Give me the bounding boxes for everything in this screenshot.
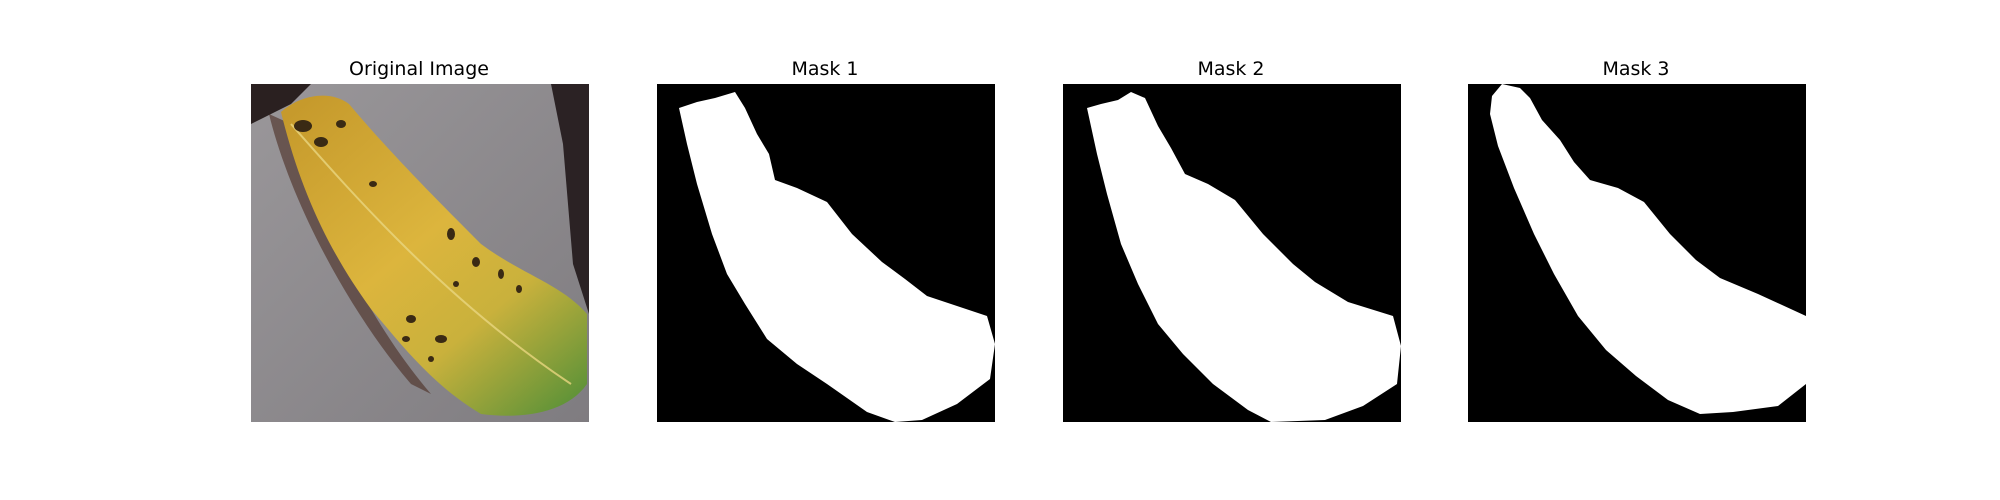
mask-3-panel [1468,84,1806,422]
mask-3-title: Mask 3 [1602,58,1670,80]
mask-1-region [679,92,995,422]
leaf-shape [281,95,587,416]
mask-2-image [1063,84,1401,422]
mask-1-title: Mask 1 [791,58,859,80]
leaf-photo [251,84,589,422]
original-image-title: Original Image [349,58,489,80]
mask-3-image [1468,84,1806,422]
mask-2-title: Mask 2 [1197,58,1265,80]
mask-1-panel [657,84,995,422]
original-image-panel [251,84,589,422]
mask-2-panel [1063,84,1401,422]
mask-1-image [657,84,995,422]
mask-2-region [1087,92,1401,422]
mask-3-region [1490,84,1806,414]
